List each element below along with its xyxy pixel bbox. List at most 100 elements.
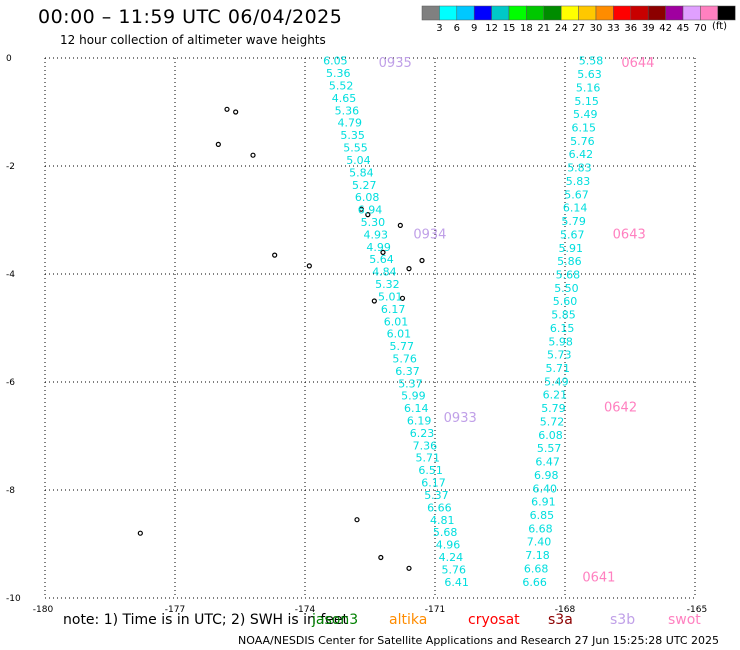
wave-height-label: 5.15 <box>574 95 599 108</box>
y-tick-label: -2 <box>6 162 15 172</box>
footer-credit: NOAA/NESDIS Center for Satellite Applica… <box>238 634 720 647</box>
page-subtitle: 12 hour collection of altimeter wave hei… <box>60 33 326 47</box>
wave-height-label: 5.83 <box>566 175 591 188</box>
wave-height-label: 5.67 <box>564 188 589 201</box>
islands <box>137 106 425 571</box>
y-tick-label: 0 <box>6 54 12 64</box>
colorbar-label: 24 <box>555 23 568 34</box>
wave-height-label: 6.05 <box>323 55 348 68</box>
satellite-legend-altika: altika <box>389 612 428 628</box>
wave-height-label: 5.36 <box>335 104 360 117</box>
colorbar-swatch <box>421 5 440 21</box>
wave-height-label: 7.36 <box>413 439 438 452</box>
wave-height-label: 5.98 <box>548 335 573 348</box>
pass-time-label: 0933 <box>444 411 477 426</box>
wave-height-label: 5.99 <box>401 390 426 403</box>
wave-height-label: 6.01 <box>384 315 409 328</box>
wave-height-label: 5.76 <box>392 352 417 365</box>
wave-height-label: 7.40 <box>527 536 552 549</box>
colorbar-label: 27 <box>572 23 585 34</box>
wave-height-label: 5.83 <box>567 162 592 175</box>
x-tick-label: -171 <box>425 605 445 615</box>
wave-height-label: 6.01 <box>387 328 412 341</box>
colorbar-label: 39 <box>642 23 655 34</box>
colorbar-swatch <box>630 5 649 21</box>
colorbar-swatch <box>456 5 475 21</box>
island <box>137 530 143 536</box>
wave-height-label: 5.79 <box>561 215 586 228</box>
pass-time-label: 0935 <box>379 56 412 71</box>
island <box>406 565 412 571</box>
wave-height-label: 5.79 <box>541 402 566 415</box>
island <box>358 206 364 212</box>
wave-height-label: 6.17 <box>421 477 446 490</box>
satellite-legend-s3b: s3b <box>610 612 636 628</box>
wave-height-label: 5.85 <box>551 309 576 322</box>
pass-time-label: 0641 <box>582 570 615 585</box>
wave-height-label: 6.47 <box>535 456 560 469</box>
satellite-legend-jason3: jason3 <box>312 612 359 628</box>
colorbar-label: 42 <box>659 23 672 34</box>
wave-height-label: 5.86 <box>557 255 582 268</box>
island <box>306 263 312 269</box>
wave-height-label: 6.68 <box>524 562 549 575</box>
wave-height-label: 5.68 <box>556 268 581 281</box>
colorbar-swatch <box>473 5 492 21</box>
wave-height-label: 5.84 <box>349 166 374 179</box>
wave-height-label: 6.15 <box>550 322 575 335</box>
island <box>406 266 412 272</box>
wave-height-label: 5.16 <box>576 81 601 94</box>
x-tick-label: -180 <box>33 605 54 615</box>
wave-height-label: 4.65 <box>332 92 357 105</box>
wave-height-label: 6.23 <box>410 427 435 440</box>
wave-height-label: 4.93 <box>364 228 389 241</box>
colorbar-swatch <box>526 5 545 21</box>
x-tick-label: -165 <box>687 605 707 615</box>
colorbar-swatch <box>560 5 579 21</box>
wave-height-label: 5.27 <box>352 179 377 192</box>
colorbar-label: 45 <box>677 23 690 34</box>
island <box>371 298 377 304</box>
island <box>250 152 256 158</box>
satellite-legend-cryosat: cryosat <box>468 612 520 628</box>
wave-height-label: 5.64 <box>369 253 394 266</box>
wave-height-label: 6.14 <box>404 402 429 415</box>
colorbar-label: 21 <box>537 23 550 34</box>
island <box>233 109 239 115</box>
wave-height-label: 6.42 <box>569 148 594 161</box>
wave-height-label: 6.51 <box>418 464 443 477</box>
wave-height-label: 5.50 <box>554 282 579 295</box>
wave-height-label: 5.37 <box>424 489 449 502</box>
wave-height-label: 4.24 <box>439 551 464 564</box>
satellite-legend-s3a: s3a <box>548 612 573 628</box>
wave-height-label: 5.72 <box>540 415 565 428</box>
wave-height-label: 4.81 <box>430 514 455 527</box>
x-tick-label: -177 <box>165 605 185 615</box>
wave-height-label: 5.71 <box>416 452 441 465</box>
colorbar-label: 30 <box>590 23 603 34</box>
island <box>224 106 230 112</box>
wave-height-label: 6.21 <box>543 389 568 402</box>
colorbar-label: 12 <box>485 23 498 34</box>
wave-height-label: 5.32 <box>375 278 400 291</box>
wave-height-label: 5.36 <box>326 67 351 80</box>
axis-ticks: -180 -177 -174 -171 -168 -165 0 -2 -4 -6 -8 -10 <box>6 54 707 615</box>
wave-height-label: 5.49 <box>544 375 569 388</box>
island <box>399 295 406 301</box>
x-tick-label: -168 <box>555 605 576 615</box>
wave-height-label: 5.76 <box>442 563 467 576</box>
colorbar-swatch <box>543 5 562 21</box>
wave-height-label: 4.96 <box>436 539 461 552</box>
altimeter-tracks: 6.055.365.524.655.364.795.355.555.045.84… <box>323 55 654 589</box>
wave-height-label: 5.76 <box>570 135 595 148</box>
wave-height-label: 6.68 <box>528 522 553 535</box>
wave-height-label: 6.08 <box>538 429 563 442</box>
colorbar-label: 70 <box>694 23 707 34</box>
wave-height-label: 6.19 <box>407 415 432 428</box>
wave-height-label: 6.15 <box>572 122 597 135</box>
wave-height-label: 6.17 <box>381 303 406 316</box>
island <box>215 141 221 147</box>
pass-time-label: 0934 <box>413 228 446 243</box>
colorbar-swatch <box>578 5 597 21</box>
